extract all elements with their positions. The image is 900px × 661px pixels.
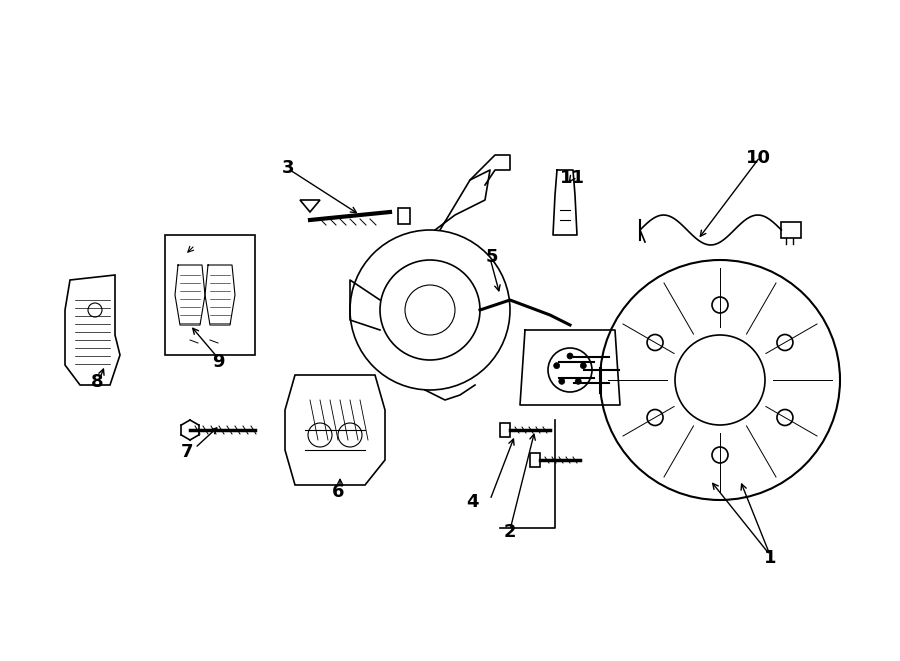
Circle shape [580, 363, 586, 369]
Bar [165, 235, 255, 355]
Text: 5: 5 [486, 248, 499, 266]
Text: 11: 11 [560, 169, 584, 187]
Text: 8: 8 [91, 373, 104, 391]
Text: 7: 7 [181, 443, 194, 461]
Text: 1: 1 [764, 549, 776, 567]
Text: 10: 10 [745, 149, 770, 167]
Bar [781, 222, 801, 238]
Text: 3: 3 [282, 159, 294, 177]
Circle shape [559, 378, 565, 384]
Text: 4: 4 [466, 493, 478, 511]
Text: 9: 9 [212, 353, 224, 371]
Circle shape [575, 378, 581, 384]
Text: 6: 6 [332, 483, 344, 501]
Polygon shape [300, 200, 320, 212]
Circle shape [554, 363, 560, 369]
Text: 2: 2 [504, 523, 517, 541]
Circle shape [567, 353, 573, 359]
